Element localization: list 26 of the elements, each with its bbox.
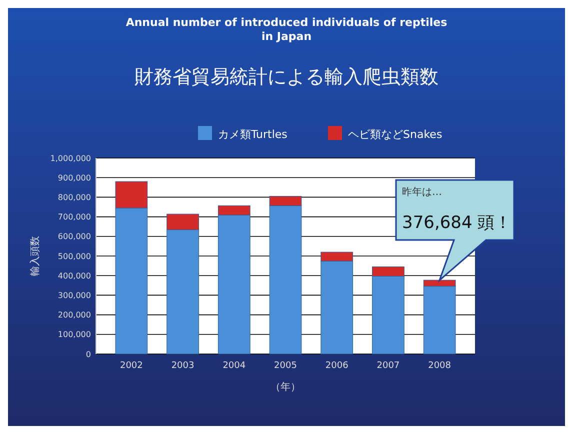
y-axis-title: 輸入頭数 [29, 236, 41, 276]
chart-title: Annual number of introduced individuals of reptiles in Japan [126, 16, 448, 43]
x-tick-label: 2003 [171, 361, 194, 371]
y-tick-label: 800,000 [58, 193, 91, 202]
y-tick-label: 0 [86, 350, 91, 359]
x-tick-label: 2007 [376, 361, 400, 371]
chart-subtitle: 財務省貿易統計による輸入爬虫類数 [134, 66, 438, 88]
y-tick-label: 500,000 [58, 252, 91, 261]
annotation: 376,684 頭！ [402, 213, 512, 233]
annotation: 昨年は… [402, 186, 442, 198]
y-tick-label: 600,000 [58, 232, 91, 242]
x-tick-label: 2002 [120, 361, 143, 371]
y-tick-label: 400,000 [58, 271, 91, 280]
legend-label: カメ類Turtles [218, 128, 288, 141]
x-axis-title: （年） [270, 381, 300, 393]
x-tick-label: 2006 [325, 361, 349, 371]
y-tick-label: 900,000 [58, 173, 91, 182]
x-tick-label: 2004 [222, 361, 246, 371]
x-tick-label: 2008 [428, 361, 452, 371]
y-tick-label: 200,000 [58, 310, 91, 320]
x-tick-label: 2005 [274, 361, 297, 371]
legend-label: ヘビ類などSnakes [348, 128, 442, 141]
y-tick-label: 300,000 [58, 291, 91, 300]
y-tick-label: 700,000 [58, 212, 91, 222]
y-tick-label: 1,000,000 [50, 154, 91, 163]
y-tick-label: 100,000 [58, 330, 91, 340]
